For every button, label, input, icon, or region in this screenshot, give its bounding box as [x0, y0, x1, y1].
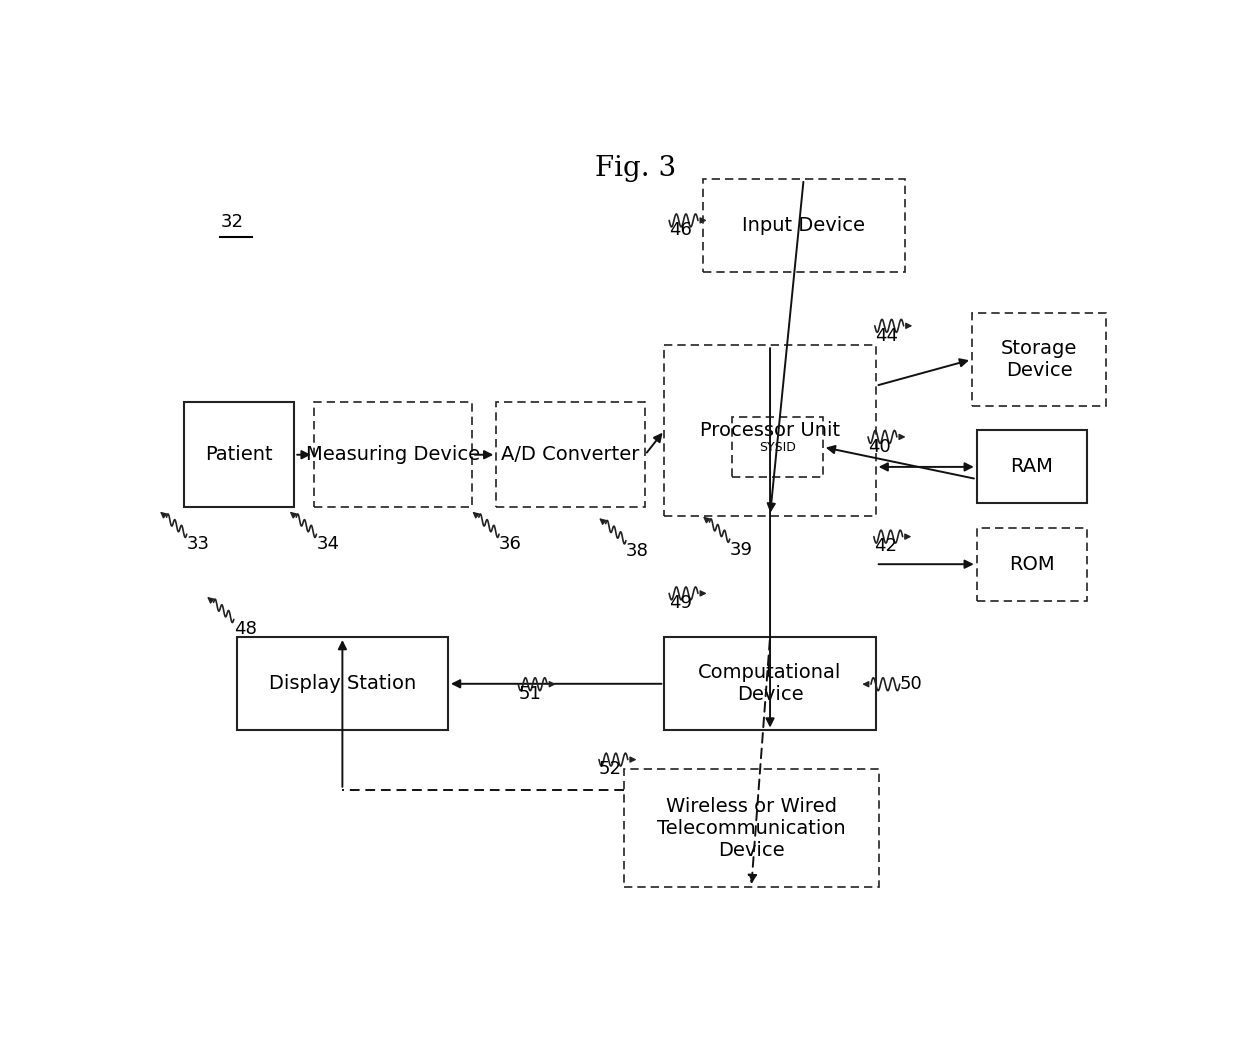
Text: Input Device: Input Device [743, 216, 866, 235]
Text: Wireless or Wired
Telecommunication
Device: Wireless or Wired Telecommunication Devi… [657, 797, 846, 859]
Text: 52: 52 [599, 760, 622, 778]
Bar [237, 637, 448, 731]
Text: Processor Unit: Processor Unit [699, 421, 841, 440]
Bar [314, 402, 472, 508]
Text: 42: 42 [874, 537, 897, 555]
Text: Fig. 3: Fig. 3 [595, 155, 676, 182]
Text: 44: 44 [874, 326, 898, 344]
Text: SYSID: SYSID [759, 440, 796, 454]
Text: 33: 33 [187, 535, 210, 553]
Bar [703, 179, 904, 273]
Bar [184, 402, 294, 508]
Text: A/D Converter: A/D Converter [501, 445, 640, 464]
Text: RAM: RAM [1011, 457, 1053, 476]
Text: 50: 50 [900, 675, 923, 693]
Bar [977, 431, 1087, 503]
Text: 32: 32 [221, 213, 243, 231]
Text: Storage
Device: Storage Device [1001, 339, 1078, 380]
Bar [624, 770, 879, 887]
Text: 48: 48 [234, 620, 257, 638]
Text: 49: 49 [670, 594, 692, 612]
Bar [732, 417, 823, 477]
Text: 40: 40 [868, 438, 890, 456]
Bar [665, 345, 875, 516]
Text: 46: 46 [670, 221, 692, 239]
Text: Patient: Patient [206, 445, 273, 464]
Bar [496, 402, 645, 508]
Bar [977, 528, 1087, 600]
Text: Computational
Device: Computational Device [698, 663, 842, 704]
Text: 39: 39 [729, 540, 753, 558]
Bar [665, 637, 875, 731]
Text: 34: 34 [316, 535, 340, 553]
Text: 38: 38 [626, 542, 649, 560]
Text: ROM: ROM [1009, 555, 1055, 574]
Text: 51: 51 [518, 684, 541, 703]
Text: Display Station: Display Station [269, 674, 415, 693]
Text: Measuring Device: Measuring Device [306, 445, 480, 464]
Text: 36: 36 [498, 535, 522, 553]
Bar [972, 313, 1106, 406]
